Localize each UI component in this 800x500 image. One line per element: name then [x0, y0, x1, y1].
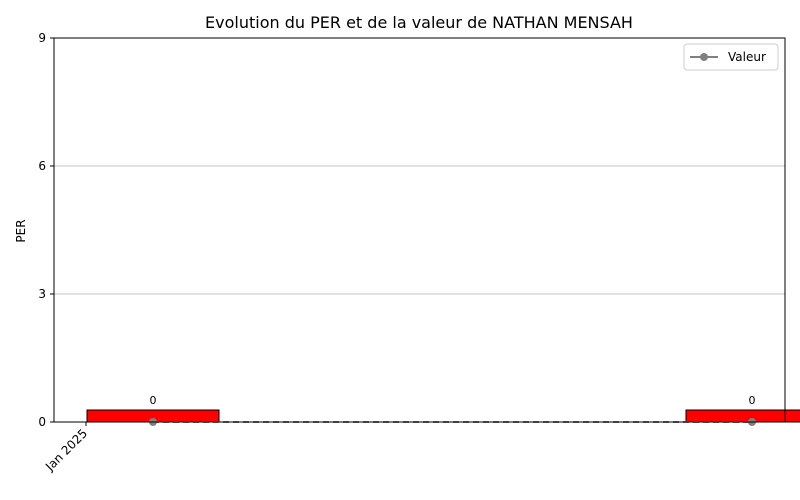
y-ticks: 0 3 6 9	[38, 31, 54, 429]
legend: Valeur	[683, 43, 779, 71]
bar-value-label: 0	[150, 394, 157, 407]
bars	[86, 409, 800, 423]
y-tick-label: 6	[38, 159, 46, 173]
y-tick-label: 3	[38, 287, 46, 301]
y-tick-label: 9	[38, 31, 46, 45]
bar-value-label: 0	[749, 394, 756, 407]
chart-title: Evolution du PER et de la valeur de NATH…	[205, 13, 633, 32]
grid-lines	[54, 165, 785, 295]
legend-box	[683, 43, 779, 71]
bar	[685, 409, 800, 423]
legend-swatch-marker	[700, 53, 708, 61]
y-tick-label: 0	[38, 415, 46, 429]
x-ticks: Jan 2025	[42, 422, 90, 474]
x-tick-label: Jan 2025	[42, 426, 90, 474]
plot-frame	[53, 37, 786, 423]
legend-label: Valeur	[728, 50, 766, 64]
y-axis-label: PER	[14, 219, 28, 242]
